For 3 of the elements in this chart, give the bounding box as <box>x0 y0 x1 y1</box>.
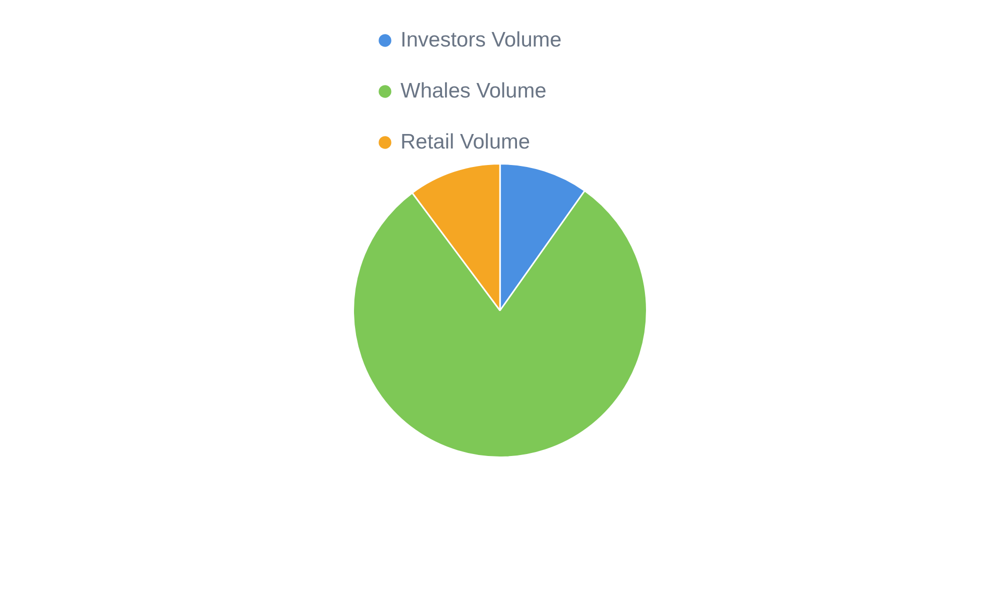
legend-label: Investors Volume <box>400 28 562 52</box>
legend-label: Whales Volume <box>400 79 546 102</box>
legend-label: Retail Volume <box>400 130 530 154</box>
